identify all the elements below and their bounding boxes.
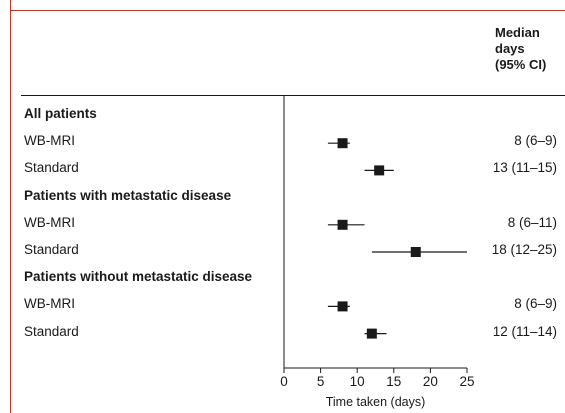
median-marker [410,247,421,257]
header-line-2: days [495,41,525,56]
row-label: WB-MRI [24,296,75,312]
median-ci-value: 8 (6–11) [507,214,557,230]
group-label: Patients with metastatic disease [24,187,232,203]
row-label: Standard [24,242,79,257]
frame-top-border [10,10,565,11]
header-line-3: (95% CI) [495,57,547,72]
median-marker [337,138,348,149]
median-marker [337,301,348,312]
median-ci-value: 12 (11–14) [492,323,557,339]
row-label: WB-MRI [24,214,75,230]
median-ci-value: 8 (6–9) [514,296,557,312]
x-tick-label: 25 [459,374,474,389]
median-marker [374,165,385,176]
frame-left-border [10,0,11,413]
header-line-1: Median [495,25,540,40]
row-label: Standard [24,323,79,339]
x-tick-label: 15 [386,374,401,389]
median-ci-value: 18 (12–25) [491,242,557,257]
median-ci-value: 8 (6–9) [514,133,557,149]
column-header: Median days (95% CI) [495,25,546,73]
row-label: WB-MRI [24,133,75,149]
x-tick-label: 0 [280,374,288,389]
x-tick-label: 20 [423,374,438,389]
group-label: Patients without metastatic disease [24,269,253,285]
row-label: Standard [24,160,79,176]
median-ci-value: 13 (11–15) [492,160,557,176]
median-marker [366,328,377,339]
header-divider [21,95,565,96]
group-label: All patients [24,106,97,121]
median-marker [337,219,348,230]
x-axis-title: Time taken (days) [326,395,426,409]
x-tick-label: 5 [317,374,325,389]
x-tick-label: 10 [350,374,365,389]
